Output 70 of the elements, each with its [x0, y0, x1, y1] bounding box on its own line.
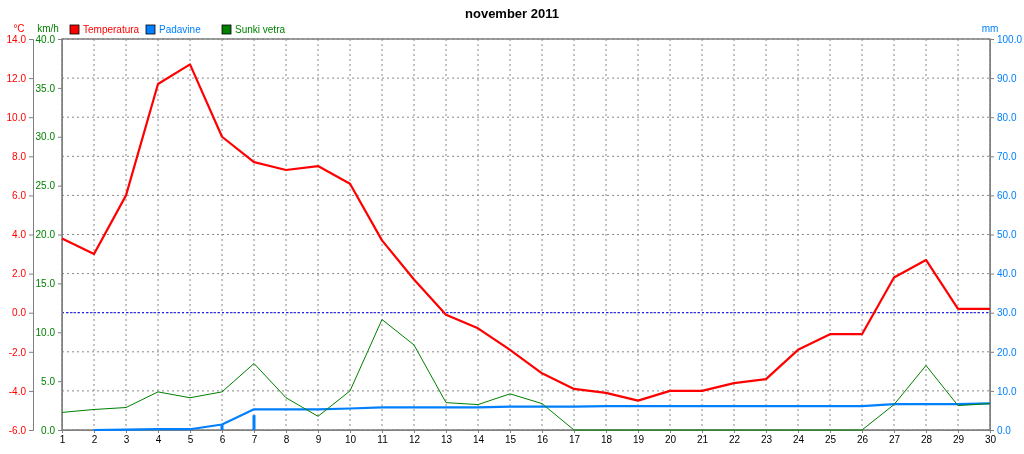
- y3-tick-label: 30.0: [997, 307, 1017, 319]
- x-tick-label: 20: [664, 434, 677, 446]
- x-tick-label: 12: [408, 434, 421, 446]
- x-tick-label: 3: [123, 434, 130, 446]
- x-tick-label: 17: [568, 434, 581, 446]
- y2-tick-label: 30.0: [35, 131, 56, 143]
- y-tick-label: 0.0: [12, 307, 27, 319]
- y3-tick-label: 10.0: [997, 385, 1017, 397]
- x-tick-label: 25: [824, 434, 837, 446]
- x-tick-label: 28: [920, 434, 933, 446]
- x-tick-label: 4: [155, 434, 162, 446]
- x-tick-label: 24: [792, 434, 805, 446]
- y2-tick-label: 0.0: [41, 424, 56, 436]
- y2-tick-label: 15.0: [35, 278, 56, 290]
- x-tick-label: 7: [251, 434, 258, 446]
- y-tick-label: 12.0: [6, 72, 27, 84]
- legend-label: Temperatura: [83, 24, 140, 35]
- y3-tick-label: 60.0: [997, 190, 1017, 202]
- x-tick-label: 27: [888, 434, 901, 446]
- y2-axis-title: km/h: [37, 23, 59, 34]
- x-tick-label: 19: [632, 434, 645, 446]
- x-tick-label: 26: [856, 434, 869, 446]
- y-tick-label: 14.0: [6, 33, 27, 45]
- y3-tick-label: 20.0: [997, 346, 1017, 358]
- legend-label: Sunki vetra: [235, 24, 286, 35]
- y3-tick-label: 100.0: [997, 33, 1023, 45]
- y-tick-label: 2.0: [12, 268, 27, 280]
- y3-tick-label: 40.0: [997, 268, 1017, 280]
- x-tick-label: 1: [59, 434, 66, 446]
- x-tick-label: 11: [377, 434, 389, 446]
- line-series: [60, 63, 992, 402]
- x-tick-label: 9: [315, 434, 322, 446]
- x-tick-label: 15: [504, 434, 517, 446]
- x-tick-label: 5: [187, 434, 194, 446]
- x-tick-label: 8: [283, 434, 290, 446]
- legend-label: Padavine: [159, 24, 202, 35]
- y3-axis-title: mm: [981, 23, 999, 34]
- y2-tick-label: 35.0: [35, 82, 56, 94]
- y-tick-label: 4.0: [12, 229, 27, 241]
- y3-tick-label: 70.0: [997, 151, 1017, 162]
- y2-tick-label: 5.0: [41, 375, 56, 387]
- y-tick-label: 10.0: [6, 111, 27, 123]
- x-tick-label: 13: [440, 434, 453, 446]
- line-series: [92, 402, 992, 432]
- x-tick-label: 30: [984, 434, 997, 446]
- chart-title: november 2011: [465, 6, 559, 21]
- y3-tick-label: 80.0: [997, 111, 1017, 123]
- y-axis-title: °C: [13, 23, 25, 34]
- y-tick-label: 8.0: [12, 151, 27, 162]
- x-tick-label: 6: [219, 434, 226, 446]
- x-tick-label: 22: [728, 434, 741, 446]
- x-tick-label: 14: [472, 434, 485, 446]
- y-tick-label: -2.0: [8, 346, 27, 358]
- y-tick-label: -6.0: [8, 424, 27, 436]
- y2-tick-label: 40.0: [35, 33, 56, 45]
- x-tick-label: 29: [952, 434, 965, 446]
- y3-tick-label: 90.0: [997, 72, 1017, 84]
- y3-tick-label: 0.0: [997, 424, 1012, 436]
- x-tick-label: 2: [91, 434, 98, 446]
- x-tick-label: 10: [344, 434, 357, 446]
- y2-tick-label: 20.0: [35, 229, 56, 241]
- x-tick-label: 23: [760, 434, 773, 446]
- y-tick-label: -4.0: [8, 385, 27, 397]
- y3-tick-label: 50.0: [997, 229, 1017, 241]
- y-tick-label: 6.0: [12, 190, 27, 202]
- x-tick-label: 16: [536, 434, 549, 446]
- x-tick-label: 21: [696, 434, 709, 446]
- y2-tick-label: 25.0: [35, 180, 56, 192]
- x-tick-label: 18: [600, 434, 613, 446]
- y2-tick-label: 10.0: [35, 326, 56, 338]
